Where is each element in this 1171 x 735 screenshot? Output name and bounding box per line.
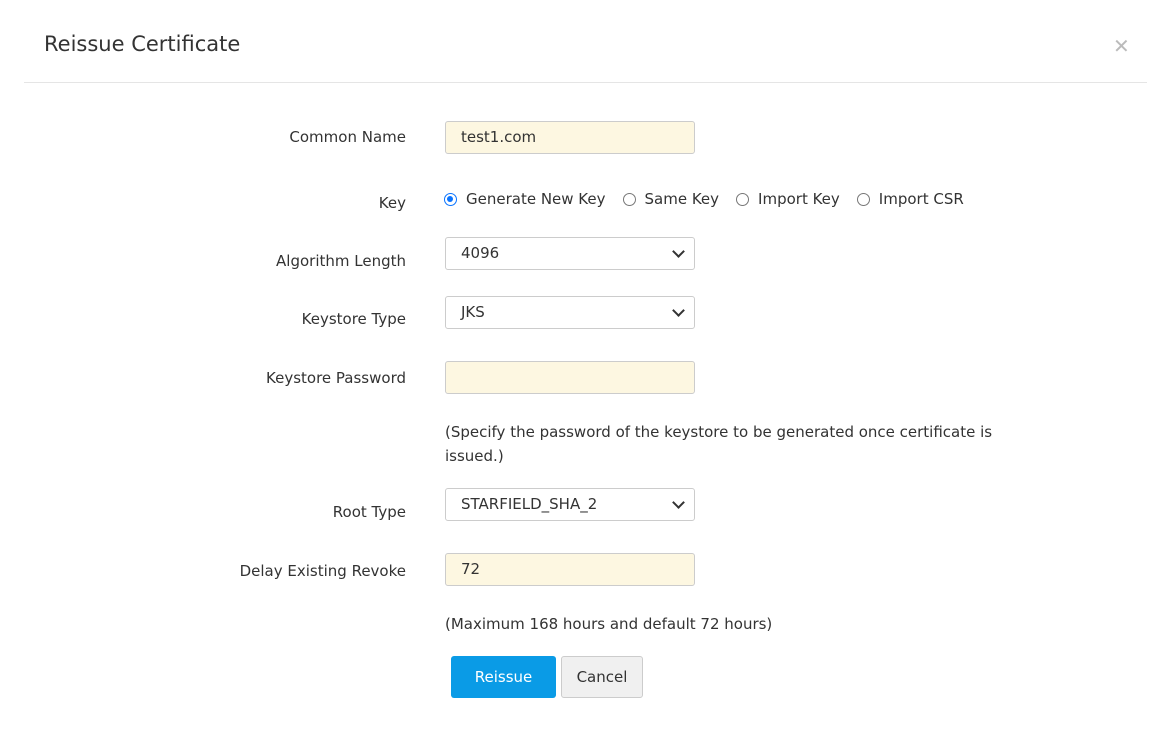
radio-label: Import CSR <box>878 190 964 208</box>
radio-same-key[interactable]: Same Key <box>622 190 720 208</box>
reissue-button[interactable]: Reissue <box>451 656 556 698</box>
common-name-label: Common Name <box>289 128 406 146</box>
select-value: JKS <box>461 303 485 321</box>
keystore-type-label: Keystore Type <box>301 310 406 328</box>
root-type-label: Root Type <box>332 503 406 521</box>
algorithm-length-label: Algorithm Length <box>276 252 406 270</box>
radio-generate-new-key[interactable]: Generate New Key <box>444 190 606 208</box>
chevron-down-icon <box>672 303 685 317</box>
common-name-input[interactable]: test1.com <box>445 121 695 154</box>
radio-checked-icon <box>444 192 457 206</box>
key-label: Key <box>378 194 406 212</box>
algorithm-length-select[interactable]: 4096 <box>445 237 695 270</box>
radio-import-csr[interactable]: Import CSR <box>856 190 964 208</box>
dialog-title: Reissue Certificate <box>44 32 241 56</box>
radio-label: Import Key <box>758 190 840 208</box>
chevron-down-icon <box>672 244 685 258</box>
keystore-password-label: Keystore Password <box>266 369 406 387</box>
radio-unchecked-icon <box>622 192 636 206</box>
radio-unchecked-icon <box>736 192 750 206</box>
keystore-password-help: (Specify the password of the keystore to… <box>445 423 993 465</box>
select-value: 4096 <box>461 244 500 262</box>
keystore-type-select[interactable]: JKS <box>445 296 695 329</box>
radio-unchecked-icon <box>856 192 870 206</box>
radio-label: Generate New Key <box>466 190 606 208</box>
root-type-select[interactable]: STARFIELD_SHA_2 <box>445 488 695 521</box>
keystore-password-input[interactable] <box>445 361 695 394</box>
delay-existing-revoke-label: Delay Existing Revoke <box>239 562 406 580</box>
radio-import-key[interactable]: Import Key <box>736 190 840 208</box>
delay-existing-revoke-input[interactable]: 72 <box>445 553 695 586</box>
delay-help: (Maximum 168 hours and default 72 hours) <box>445 615 773 633</box>
header-divider <box>24 82 1147 83</box>
select-value: STARFIELD_SHA_2 <box>461 495 598 513</box>
close-icon[interactable]: ✕ <box>1113 34 1130 58</box>
key-radio-group: Generate New Key Same Key Import Key Imp… <box>444 190 964 208</box>
radio-label: Same Key <box>644 190 720 208</box>
chevron-down-icon <box>672 495 685 509</box>
cancel-button[interactable]: Cancel <box>561 656 643 698</box>
